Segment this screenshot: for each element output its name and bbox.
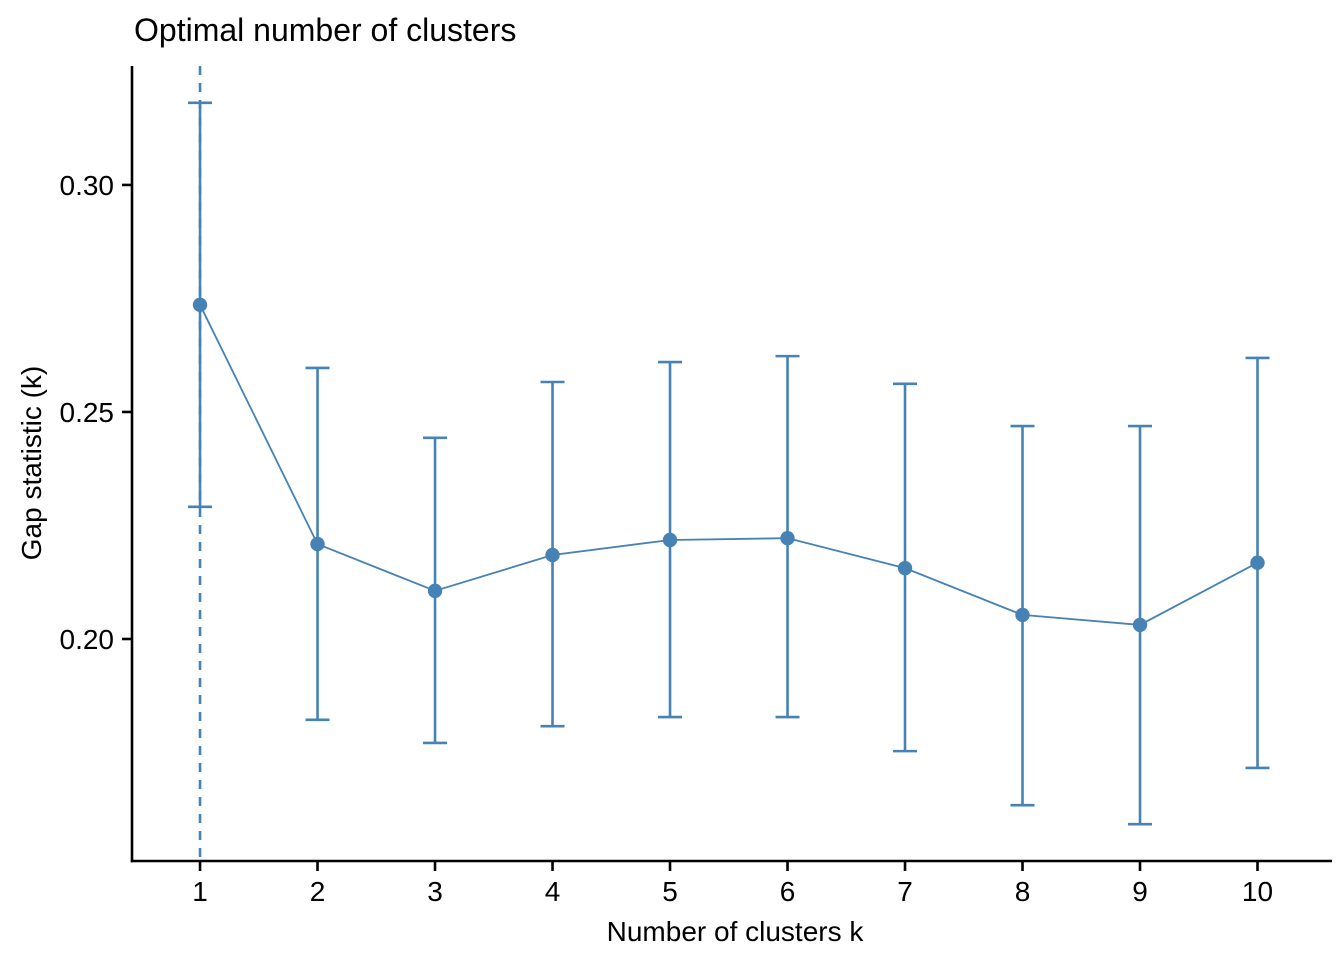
y-tick-label: 0.20 — [60, 624, 115, 655]
x-tick-label: 6 — [780, 876, 796, 907]
data-point — [192, 297, 208, 313]
error-bars-layer — [188, 101, 1270, 826]
gap-line — [199, 304, 1258, 626]
data-point — [1015, 607, 1030, 623]
x-tick-label: 3 — [427, 876, 443, 907]
x-tick-label: 5 — [662, 876, 678, 907]
gap-points-layer — [192, 297, 1265, 633]
x-tick-label: 1 — [192, 876, 208, 907]
x-axis-title: Number of clusters k — [607, 916, 865, 947]
data-point — [780, 530, 795, 546]
data-point — [1250, 555, 1265, 570]
x-tick-label: 7 — [897, 876, 913, 907]
data-point — [1132, 617, 1148, 633]
axes-layer: 0.20 0.25 0.30 1 2 3 4 5 6 7 8 9 10 — [60, 66, 1332, 907]
y-axis-title: Gap statistic (k) — [16, 366, 47, 560]
data-point — [897, 560, 913, 576]
x-tick-label: 9 — [1132, 876, 1148, 907]
x-tick-label: 10 — [1242, 876, 1273, 907]
data-point — [310, 536, 325, 552]
y-tick-label: 0.30 — [60, 170, 115, 201]
x-tick-label: 8 — [1015, 876, 1031, 907]
x-tick-label: 2 — [310, 876, 326, 907]
data-point — [545, 547, 560, 563]
gap-line-layer — [199, 304, 1258, 626]
y-tick-label: 0.25 — [60, 397, 115, 428]
data-point — [662, 532, 678, 548]
plot-title: Optimal number of clusters — [134, 12, 516, 48]
x-tick-label: 4 — [545, 876, 561, 907]
data-point — [427, 583, 443, 599]
